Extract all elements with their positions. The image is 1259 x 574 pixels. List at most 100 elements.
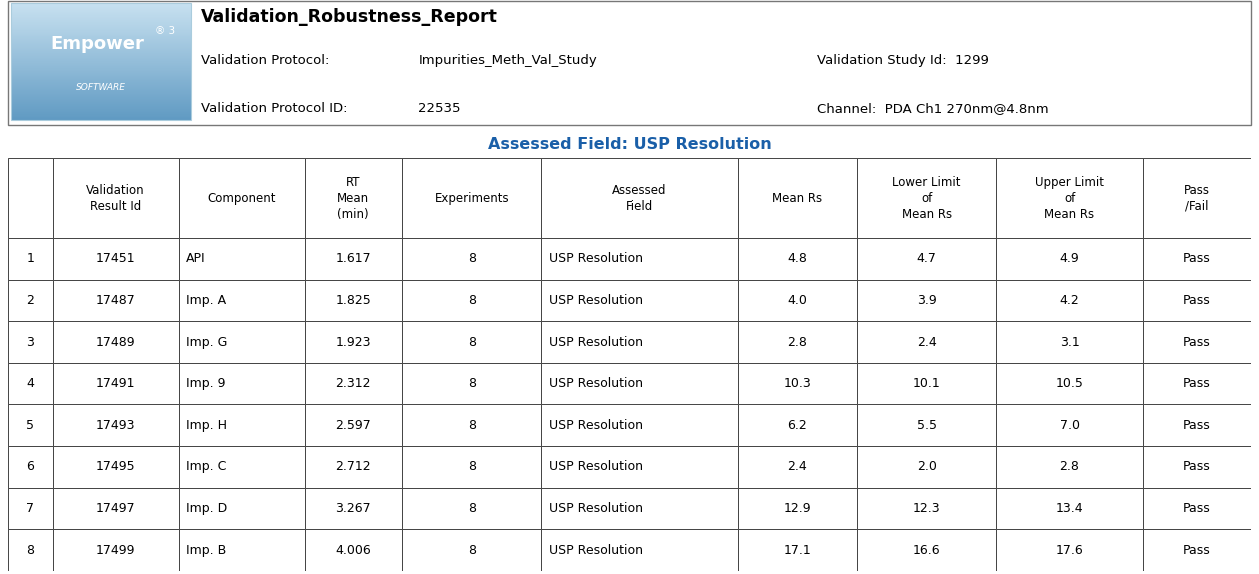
Text: Validation Protocol ID:: Validation Protocol ID: — [200, 102, 347, 115]
Bar — [857, 238, 996, 280]
Bar — [10, 23, 190, 24]
Bar — [10, 106, 190, 107]
Bar — [8, 529, 53, 571]
Bar — [10, 67, 190, 68]
Bar — [857, 158, 996, 238]
Bar — [8, 321, 53, 363]
Bar — [10, 60, 190, 61]
Bar — [305, 363, 402, 405]
Text: 4.2: 4.2 — [1060, 294, 1079, 307]
Text: 3.267: 3.267 — [335, 502, 371, 515]
Bar — [857, 446, 996, 488]
Text: 22535: 22535 — [418, 102, 461, 115]
Text: 12.9: 12.9 — [783, 502, 811, 515]
Bar — [8, 488, 53, 529]
Text: Imp. B: Imp. B — [186, 544, 227, 557]
Bar — [10, 14, 190, 15]
Text: 8: 8 — [468, 419, 476, 432]
Bar — [179, 363, 305, 405]
Text: Imp. D: Imp. D — [186, 502, 228, 515]
Text: USP Resolution: USP Resolution — [549, 253, 643, 265]
Bar — [10, 97, 190, 98]
Text: RT
Mean
(min): RT Mean (min) — [337, 176, 369, 220]
Text: 4.006: 4.006 — [335, 544, 371, 557]
Bar — [8, 158, 53, 238]
Text: Imp. H: Imp. H — [186, 419, 227, 432]
Bar — [10, 63, 190, 64]
Text: 17499: 17499 — [96, 544, 136, 557]
Bar — [10, 65, 190, 66]
Bar — [10, 7, 190, 8]
Bar — [10, 90, 190, 91]
Bar — [10, 93, 190, 94]
Bar — [10, 53, 190, 54]
Bar — [10, 89, 190, 90]
Text: Imp. C: Imp. C — [186, 460, 227, 474]
Bar — [8, 238, 53, 280]
Bar — [10, 18, 190, 19]
Bar — [10, 87, 190, 88]
Bar — [10, 95, 190, 96]
Bar — [10, 13, 190, 14]
Bar — [10, 110, 190, 111]
Bar — [857, 280, 996, 321]
Bar — [10, 48, 190, 49]
Bar — [10, 43, 190, 44]
Bar — [10, 84, 190, 86]
Text: Assessed
Field: Assessed Field — [612, 184, 667, 212]
Text: 12.3: 12.3 — [913, 502, 940, 515]
Bar — [10, 101, 190, 102]
Text: 2.712: 2.712 — [335, 460, 371, 474]
Text: Pass
/Fail: Pass /Fail — [1183, 184, 1210, 212]
Bar — [179, 158, 305, 238]
Text: 17.6: 17.6 — [1056, 544, 1084, 557]
Text: 10.3: 10.3 — [783, 377, 811, 390]
Bar — [996, 405, 1143, 446]
Bar — [10, 46, 190, 47]
Text: 17451: 17451 — [96, 253, 136, 265]
Bar — [10, 20, 190, 21]
Bar — [10, 102, 190, 103]
Bar — [10, 24, 190, 25]
Text: Pass: Pass — [1183, 336, 1211, 348]
Text: 8: 8 — [468, 377, 476, 390]
Bar — [996, 446, 1143, 488]
Text: 17489: 17489 — [96, 336, 136, 348]
Bar — [10, 25, 190, 26]
Bar — [402, 363, 541, 405]
Text: 8: 8 — [468, 294, 476, 307]
Bar — [53, 363, 179, 405]
Text: SOFTWARE: SOFTWARE — [76, 83, 126, 92]
Text: 17487: 17487 — [96, 294, 136, 307]
Bar — [738, 446, 857, 488]
Bar — [10, 59, 190, 60]
Bar — [541, 446, 738, 488]
Bar — [857, 321, 996, 363]
Bar — [541, 280, 738, 321]
Bar — [10, 68, 190, 69]
Bar — [738, 238, 857, 280]
Bar — [10, 88, 190, 89]
Bar — [738, 363, 857, 405]
Bar — [10, 5, 190, 6]
Bar — [10, 57, 190, 58]
Bar — [10, 111, 190, 113]
Bar — [10, 47, 190, 48]
Bar — [179, 446, 305, 488]
Bar — [10, 10, 190, 11]
Text: 1.923: 1.923 — [336, 336, 371, 348]
Text: 4.7: 4.7 — [917, 253, 937, 265]
Bar — [857, 405, 996, 446]
Text: Component: Component — [208, 192, 276, 204]
Text: 17497: 17497 — [96, 502, 136, 515]
Bar — [10, 29, 190, 30]
Bar — [179, 405, 305, 446]
Bar — [541, 363, 738, 405]
Bar — [1143, 363, 1251, 405]
Bar — [738, 488, 857, 529]
Text: Pass: Pass — [1183, 544, 1211, 557]
Bar — [996, 363, 1143, 405]
Bar — [10, 103, 190, 104]
Bar — [53, 488, 179, 529]
Bar — [738, 529, 857, 571]
